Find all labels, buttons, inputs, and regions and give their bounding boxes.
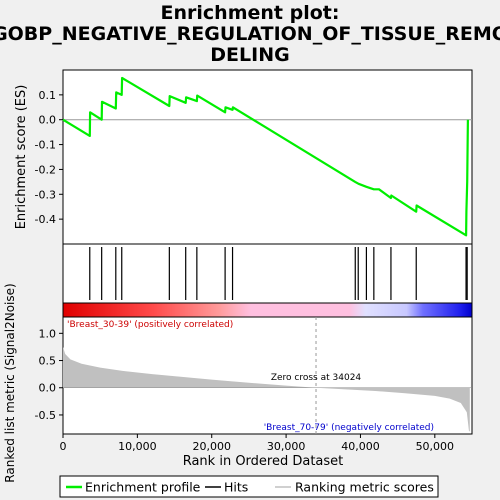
x-axis-label: Rank in Ordered Dataset bbox=[183, 454, 344, 469]
negative-correlation-label: 'Breast_70-79' (negatively correlated) bbox=[264, 423, 434, 433]
metric-y-tick-label: 0.0 bbox=[39, 382, 57, 395]
es-y-tick-label: -0.4 bbox=[35, 213, 56, 226]
es-y-tick-label: -0.3 bbox=[35, 188, 56, 201]
metric-y-axis-label: Ranked list metric (Signal2Noise) bbox=[3, 283, 17, 482]
legend-box bbox=[59, 475, 439, 498]
es-y-tick-label: 0.0 bbox=[39, 114, 57, 127]
ranking-metric-group bbox=[63, 317, 472, 434]
es-y-tick-label: -0.2 bbox=[35, 163, 56, 176]
x-tick-label: 50,000 bbox=[416, 440, 455, 453]
x-tick-label: 30,000 bbox=[267, 440, 306, 453]
metric-y-tick-label: -0.5 bbox=[35, 409, 56, 422]
es-y-axis-ticks: 0.1 0.0 -0.1 -0.2 -0.3 -0.4 bbox=[35, 89, 63, 226]
es-y-axis-label: Enrichment score (ES) bbox=[14, 85, 29, 230]
enrichment-profile-group bbox=[62, 76, 469, 237]
chart-title-line-1: Enrichment plot: bbox=[161, 2, 340, 24]
ranking-color-bar bbox=[62, 302, 473, 318]
hits-panel bbox=[62, 243, 473, 304]
zero-cross-label: Zero cross at 34024 bbox=[271, 373, 362, 383]
es-panel bbox=[62, 69, 473, 245]
ranking-metric-area bbox=[63, 346, 470, 432]
metric-y-tick-label: 0.5 bbox=[39, 355, 57, 368]
enrichment-profile-line bbox=[62, 76, 469, 237]
positive-correlation-label: 'Breast_30-39' (positively correlated) bbox=[67, 320, 233, 330]
es-y-tick-label: 0.1 bbox=[39, 89, 57, 102]
x-axis-ticks: 0 10,000 20,000 30,000 40,000 50,000 bbox=[60, 434, 455, 453]
metric-y-tick-label: 1.0 bbox=[39, 327, 57, 340]
legend-label-hits: Hits bbox=[224, 480, 248, 495]
x-tick-label: 20,000 bbox=[192, 440, 231, 453]
x-tick-label: 40,000 bbox=[341, 440, 380, 453]
chart-title-line-2: GOBP_NEGATIVE_REGULATION_OF_TISSUE_REMO bbox=[0, 23, 500, 45]
x-tick-label: 10,000 bbox=[118, 440, 157, 453]
legend-label-ranking-metric: Ranking metric scores bbox=[295, 480, 434, 495]
chart-title-line-3: DELING bbox=[210, 44, 289, 66]
metric-y-axis-ticks: 1.0 0.5 0.0 -0.5 bbox=[35, 327, 63, 422]
es-y-tick-label: -0.1 bbox=[35, 139, 56, 152]
legend: Enrichment profile Hits Ranking metric sco… bbox=[66, 480, 434, 495]
hits-group bbox=[89, 247, 468, 300]
x-tick-label: 0 bbox=[60, 440, 67, 453]
legend-label-enrichment-profile: Enrichment profile bbox=[85, 480, 201, 495]
